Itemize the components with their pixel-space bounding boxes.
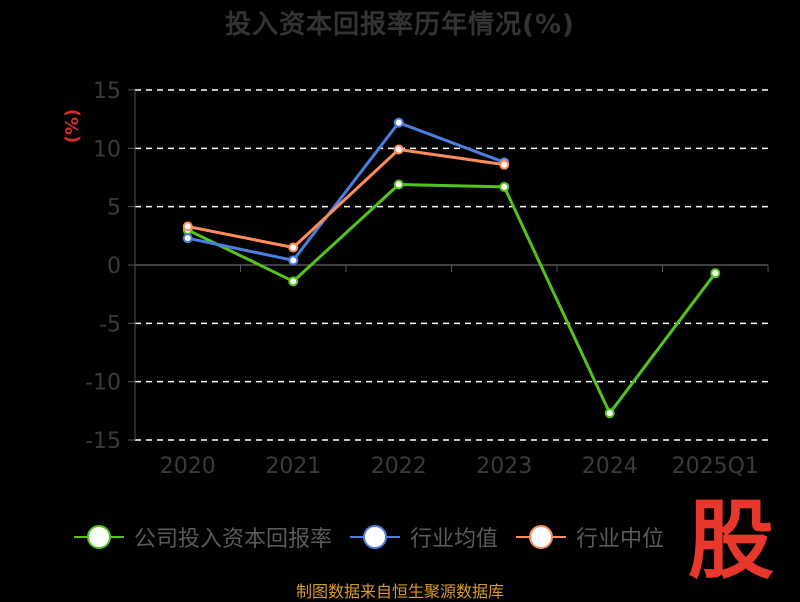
data-point xyxy=(288,242,299,253)
legend-label: 行业均值 xyxy=(410,527,499,552)
series-line xyxy=(187,121,505,262)
series-line xyxy=(187,183,717,415)
legend-marker xyxy=(350,522,401,552)
y-axis-label: (%) xyxy=(62,109,83,144)
y-tick-label: 15 xyxy=(93,79,121,104)
axes xyxy=(128,89,769,441)
x-tick-label: 2024 xyxy=(582,454,638,479)
data-point xyxy=(499,181,510,192)
data-point xyxy=(288,276,299,287)
data-point xyxy=(182,221,193,232)
data-point xyxy=(393,144,404,155)
data-point xyxy=(710,268,721,279)
x-tick-label: 2022 xyxy=(371,454,427,479)
chart-title: 投入资本回报率历年情况(%) xyxy=(225,10,575,40)
y-tick-label: 5 xyxy=(107,196,121,221)
y-tick-label: 10 xyxy=(93,137,121,162)
chart-legend: 公司投入资本回报率 行业均值 行业中位 xyxy=(74,519,682,555)
data-point xyxy=(499,159,510,170)
data-point xyxy=(393,117,404,128)
data-point xyxy=(393,179,404,190)
data-source-note: 制图数据来自恒生聚源数据库 xyxy=(295,582,504,601)
series-lines xyxy=(182,117,721,419)
legend-marker xyxy=(74,522,124,552)
legend-marker xyxy=(516,522,567,552)
brand-logo: 股 xyxy=(688,491,774,591)
legend-dot xyxy=(363,525,388,549)
data-point xyxy=(604,408,615,419)
x-tick-label: 2025Q1 xyxy=(672,454,759,479)
legend-label: 行业中位 xyxy=(576,527,665,552)
legend-item[interactable]: 行业均值 xyxy=(350,521,498,553)
x-tick-label: 2021 xyxy=(265,454,321,479)
y-tick-label: -10 xyxy=(85,371,121,396)
y-tick-label: -15 xyxy=(85,429,121,454)
legend-item[interactable]: 行业中位 xyxy=(516,521,664,553)
y-tick-label: -5 xyxy=(99,312,121,337)
tick-labels: 15 10 5 0 -5 -10 -15 2020 2021 2022 2023 2024 2025Q1… xyxy=(62,79,759,479)
legend-item[interactable]: 公司投入资本回报率 xyxy=(74,521,332,553)
y-tick-label: 0 xyxy=(107,254,121,279)
legend-dot xyxy=(529,525,554,549)
legend-dot xyxy=(87,525,111,549)
legend-label: 公司投入资本回报率 xyxy=(134,527,333,552)
data-point xyxy=(288,255,299,266)
x-tick-label: 2023 xyxy=(476,454,532,479)
series-line xyxy=(187,148,505,249)
data-point xyxy=(182,233,193,244)
x-tick-label: 2020 xyxy=(160,454,216,479)
